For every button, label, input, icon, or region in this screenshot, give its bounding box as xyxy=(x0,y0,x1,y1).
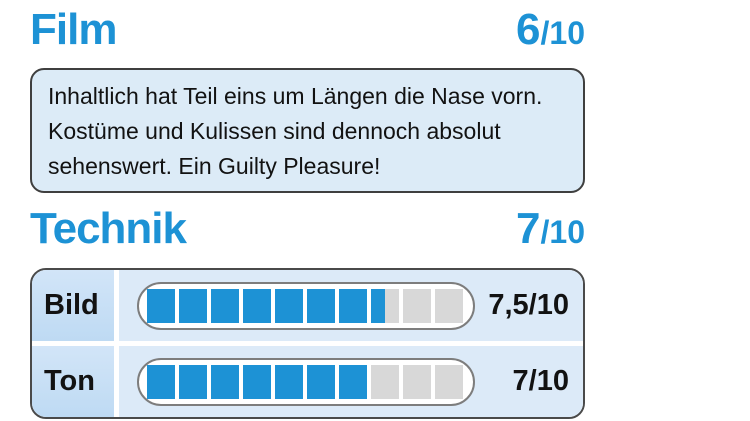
rating-bar-segment xyxy=(307,288,335,323)
technik-score-max: /10 xyxy=(540,214,585,250)
rating-bar-segment xyxy=(435,364,463,399)
film-score-value: 6 xyxy=(516,5,541,54)
rating-bar-segment xyxy=(339,288,367,323)
technik-header: Technik 7/10 xyxy=(30,207,585,251)
rating-bar-segment xyxy=(275,364,303,399)
rating-value: 7/10 xyxy=(512,365,569,397)
technik-rating-table: Bild 7,5/10 Ton 7/10 xyxy=(30,268,585,419)
rating-bar-segment xyxy=(179,288,207,323)
technik-title: Technik xyxy=(30,204,187,253)
rating-bar-segment xyxy=(179,364,207,399)
rating-bar-segment xyxy=(211,364,239,399)
rating-bar-segment xyxy=(339,364,367,399)
film-header: Film 6/10 xyxy=(30,8,585,52)
film-review-box: Inhaltlich hat Teil eins um Längen die N… xyxy=(30,68,585,193)
film-score: 6/10 xyxy=(516,8,585,52)
film-review-text: Inhaltlich hat Teil eins um Längen die N… xyxy=(48,83,543,179)
rating-bar xyxy=(137,357,475,406)
rating-bar-segment xyxy=(243,288,271,323)
rating-bar-segment xyxy=(371,364,399,399)
rating-bar-cell: 7,5/10 xyxy=(119,270,583,341)
rating-label: Ton xyxy=(32,346,114,417)
rating-bar-segment xyxy=(403,364,431,399)
rating-bar-segment xyxy=(403,288,431,323)
film-title: Film xyxy=(30,5,117,54)
rating-bar-segment xyxy=(243,364,271,399)
rating-row: Bild 7,5/10 xyxy=(32,270,583,341)
rating-bar xyxy=(137,281,475,330)
rating-bar-cell: 7/10 xyxy=(119,346,583,417)
technik-score: 7/10 xyxy=(516,207,585,251)
rating-bar-segment xyxy=(147,364,175,399)
rating-value: 7,5/10 xyxy=(488,289,569,321)
rating-label: Bild xyxy=(32,270,114,341)
rating-bar-segment xyxy=(307,364,335,399)
film-score-max: /10 xyxy=(540,15,585,51)
technik-score-value: 7 xyxy=(516,204,541,253)
rating-bar-segment xyxy=(435,288,463,323)
rating-bar-segment xyxy=(275,288,303,323)
rating-row: Ton 7/10 xyxy=(32,346,583,417)
rating-bar-segment xyxy=(371,288,399,323)
rating-bar-segment xyxy=(211,288,239,323)
rating-bar-segment xyxy=(147,288,175,323)
